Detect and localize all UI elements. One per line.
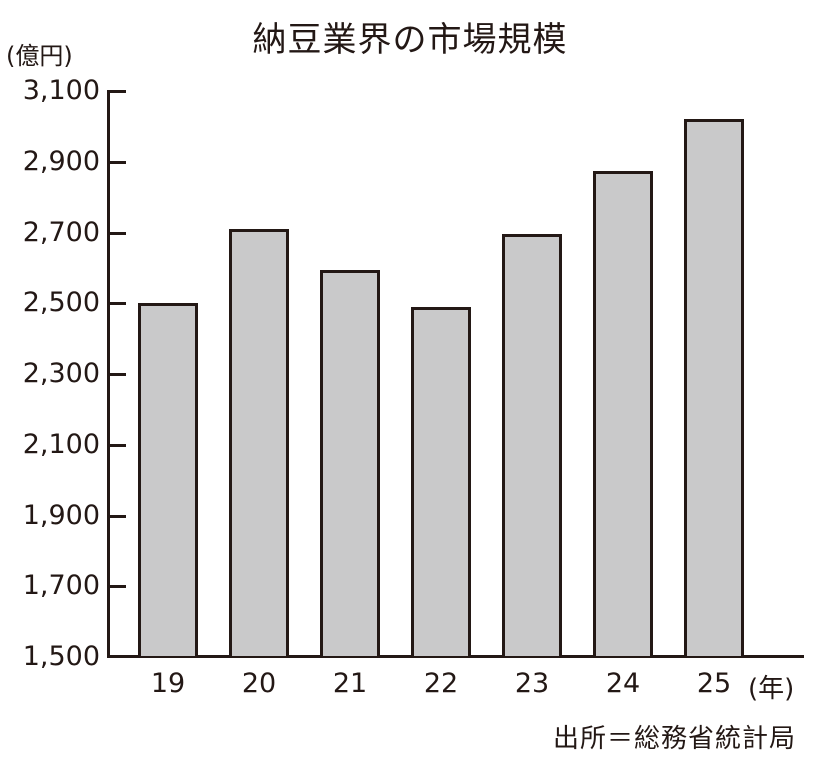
bar-21	[320, 269, 380, 656]
source-note: 出所＝総務省統計局	[552, 724, 796, 754]
bar-20	[229, 228, 289, 656]
y-tick-label: 1,500	[22, 641, 100, 672]
y-tick-mark	[108, 231, 126, 235]
y-tick-label: 2,500	[22, 287, 100, 319]
x-axis-line	[107, 655, 804, 658]
y-tick-label: 1,700	[22, 570, 100, 602]
x-tick-label: 25	[696, 668, 732, 699]
y-tick-label: 1,900	[22, 499, 100, 531]
x-tick-label: 24	[605, 668, 641, 699]
y-tick-label: 2,900	[22, 145, 100, 177]
y-tick-mark	[108, 514, 126, 518]
chart-title-text: 納豆業界の市場規模	[252, 20, 568, 60]
x-tick-label: 20	[241, 668, 277, 699]
y-tick-mark	[108, 443, 126, 447]
y-tick-mark	[108, 585, 126, 589]
y-tick-mark	[108, 90, 126, 93]
bar-23	[502, 234, 562, 656]
bar-24	[593, 170, 653, 656]
chart-title: 納豆業界の市場規模	[0, 12, 820, 61]
y-tick-label: 2,300	[22, 358, 100, 389]
x-tick-label: 21	[332, 668, 368, 699]
y-tick-label: 2,100	[22, 428, 100, 460]
y-tick-mark	[108, 373, 126, 376]
y-tick-mark	[108, 160, 126, 164]
x-tick-label: 23	[514, 668, 550, 699]
bar-19	[138, 303, 198, 656]
y-tick-label: 3,100	[22, 75, 100, 106]
y-axis-unit: (億円)	[6, 42, 73, 70]
y-tick-label: 2,700	[22, 216, 100, 248]
x-tick-label: 22	[423, 668, 459, 699]
bar-25	[684, 119, 744, 656]
x-axis-unit: (年)	[748, 674, 795, 704]
bar-22	[411, 306, 471, 656]
x-tick-label: 19	[150, 668, 186, 699]
y-tick-mark	[108, 302, 126, 306]
